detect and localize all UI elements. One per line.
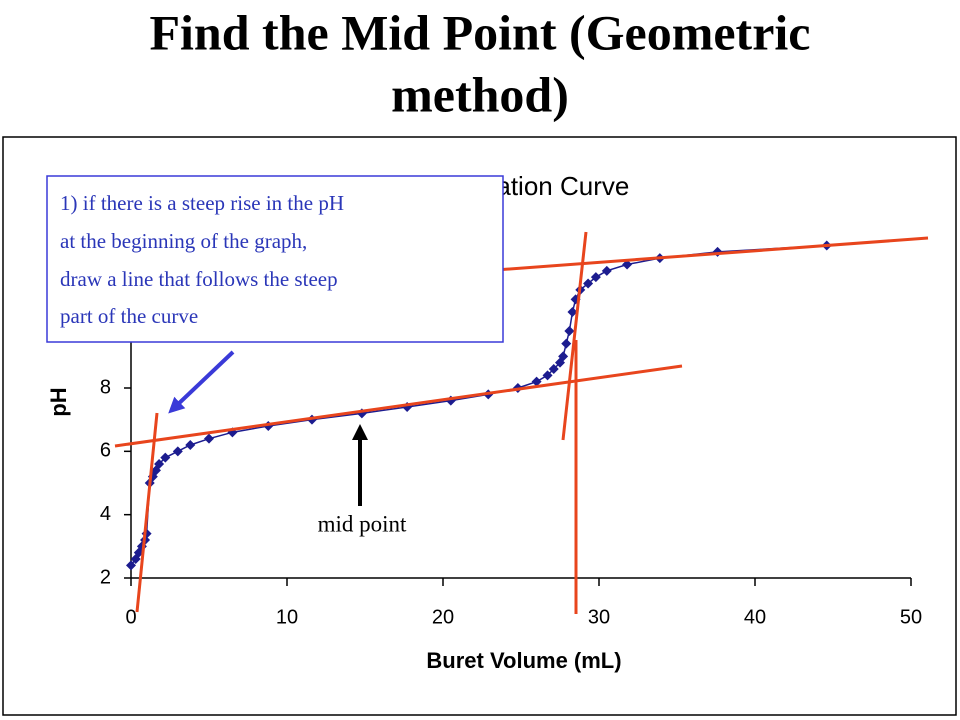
x-axis-label: Buret Volume (mL) [426, 648, 621, 673]
mid-point-label: mid point [318, 511, 407, 536]
data-point [154, 459, 165, 469]
data-point [712, 246, 723, 257]
x-tick-label: 30 [588, 606, 610, 628]
data-point [531, 376, 542, 387]
data-point [622, 259, 633, 270]
data-point [590, 272, 601, 283]
data-point [160, 452, 171, 463]
callout-box [46, 175, 504, 343]
steep-line [135, 412, 159, 613]
x-tick-label: 40 [744, 606, 766, 628]
lower-line [114, 364, 683, 448]
data-point [561, 338, 572, 349]
steep-line [561, 231, 588, 441]
y-tick-label: 6 [100, 440, 111, 462]
data-point [558, 351, 569, 362]
callout-text: 1) if there is a steep rise in the pH [60, 191, 344, 215]
x-tick-label: 10 [276, 606, 298, 628]
data-point [548, 364, 559, 374]
data-point [564, 326, 575, 336]
callout-text: at the beginning of the graph, [60, 229, 307, 253]
y-tick-label: 8 [100, 376, 111, 398]
data-point [583, 278, 594, 289]
data-point [185, 440, 196, 450]
chart-frame [2, 136, 957, 716]
y-axis-label: pH [46, 387, 71, 416]
x-tick-label: 20 [432, 606, 454, 628]
data-point [172, 446, 183, 457]
slide-title: method) [391, 66, 569, 122]
x-tick-label: 0 [125, 606, 136, 628]
data-point [601, 265, 612, 276]
construction-lines [114, 231, 929, 614]
y-tick-label: 4 [100, 503, 111, 525]
data-point [126, 560, 136, 571]
callout-text: part of the curve [60, 304, 198, 328]
data-point [204, 433, 214, 444]
slide-title: Find the Mid Point (Geometric [150, 4, 811, 60]
data-point [567, 307, 578, 317]
data-point [542, 370, 553, 381]
y-tick-label: 2 [100, 566, 111, 588]
callout-arrow [168, 350, 235, 414]
upper-line [454, 236, 929, 275]
x-tick-label: 50 [900, 606, 922, 628]
callout-text: draw a line that follows the steep [60, 267, 338, 291]
